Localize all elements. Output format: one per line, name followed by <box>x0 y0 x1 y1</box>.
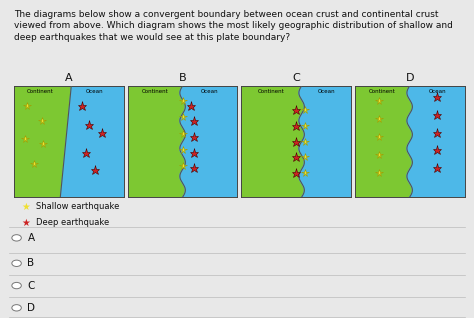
Text: B: B <box>27 258 35 268</box>
Polygon shape <box>355 86 412 197</box>
Text: D: D <box>27 303 36 313</box>
Polygon shape <box>407 86 465 197</box>
Text: Ocean: Ocean <box>318 89 335 94</box>
Polygon shape <box>128 86 185 197</box>
Text: D: D <box>405 73 414 83</box>
Text: Ocean: Ocean <box>86 89 104 94</box>
Text: Ocean: Ocean <box>428 89 446 94</box>
Text: A: A <box>65 73 73 83</box>
Text: A: A <box>27 233 35 243</box>
Text: C: C <box>27 280 35 291</box>
Text: C: C <box>292 73 300 83</box>
Text: Continent: Continent <box>258 89 285 94</box>
Text: Continent: Continent <box>27 89 54 94</box>
Text: ★: ★ <box>21 202 30 212</box>
Text: The diagrams below show a convergent boundary between ocean crust and continenta: The diagrams below show a convergent bou… <box>14 10 453 42</box>
Text: Deep earthquake: Deep earthquake <box>36 218 109 227</box>
Polygon shape <box>60 86 124 197</box>
Polygon shape <box>14 86 71 197</box>
Polygon shape <box>180 86 237 197</box>
Polygon shape <box>299 86 351 197</box>
Text: Ocean: Ocean <box>201 89 219 94</box>
Text: Continent: Continent <box>142 89 169 94</box>
Text: B: B <box>179 73 186 83</box>
Text: Continent: Continent <box>369 89 396 94</box>
Text: ★: ★ <box>21 218 30 228</box>
Text: Shallow earthquake: Shallow earthquake <box>36 202 119 211</box>
Polygon shape <box>241 86 304 197</box>
